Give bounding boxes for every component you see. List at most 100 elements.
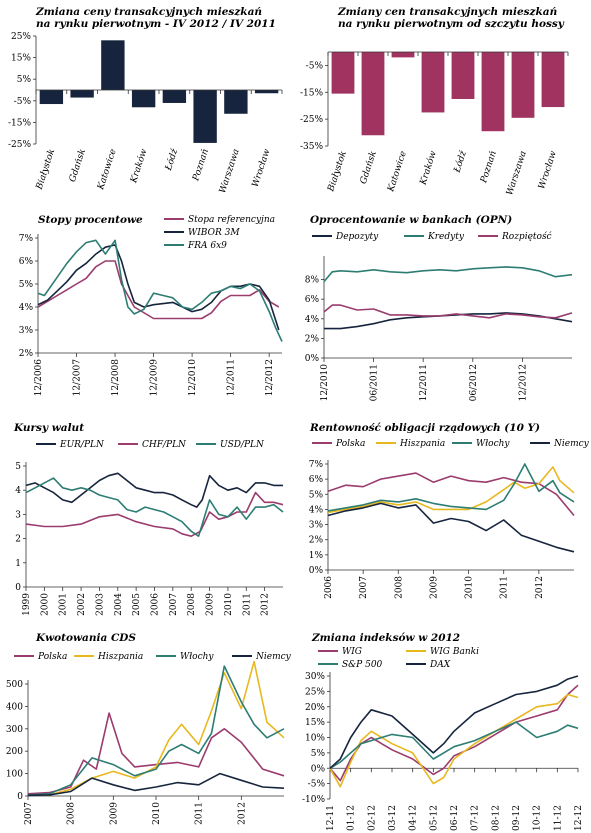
y-tick-label: 6% xyxy=(19,257,34,267)
x-tick-label: 12/2011 xyxy=(419,364,429,401)
x-tick-label: 10-12 xyxy=(533,805,543,831)
legend-label: CHF/PLN xyxy=(142,440,187,450)
line-chart-interest-rates: 2% 3% 4% 5% 6% 7% 12/2006 12/2007 12/2008 12/2009… xyxy=(19,215,283,397)
x-tick-label: Gdańsk xyxy=(358,150,379,186)
y-tick-label: 10% xyxy=(305,734,325,744)
x-tick-label: 11-12 xyxy=(553,805,563,831)
series-line xyxy=(327,466,575,514)
chart-title: Zmiana ceny transakcyjnych mieszkań na r… xyxy=(36,6,276,30)
x-tick-label: 2009 xyxy=(109,802,119,825)
y-tick-label: 15% xyxy=(11,54,31,64)
x-tick-label: 09-12 xyxy=(512,805,522,831)
x-tick-label: 2008 xyxy=(394,576,404,599)
bar xyxy=(481,52,505,132)
line-chart-fx: 0 1 2 3 4 5 1999 2000 2001 2002 2003 2004 2005 2006 20… xyxy=(15,440,284,616)
x-tick-label: 12-11 xyxy=(326,805,336,831)
series-line xyxy=(327,502,575,553)
series-line xyxy=(37,239,283,342)
y-tick-label: 6% xyxy=(309,475,324,485)
y-tick-label: -5% xyxy=(308,780,326,790)
x-tick-label: 12/2012 xyxy=(518,364,528,401)
y-tick-label: 25% xyxy=(11,32,31,42)
legend-label: Depozyty xyxy=(335,232,379,242)
y-tick-label: 15% xyxy=(305,718,325,728)
series-line xyxy=(27,772,285,797)
series-line xyxy=(323,266,573,283)
x-tick-label: 12/2006 xyxy=(34,359,44,397)
x-tick-label: 2012 xyxy=(237,802,247,825)
series-line xyxy=(37,260,280,320)
y-tick-label: 5% xyxy=(17,75,32,85)
x-tick-label: 2003 xyxy=(95,593,105,616)
bar xyxy=(131,90,156,108)
legend-label: Stopa referencyjna xyxy=(188,215,275,225)
x-tick-label: Białystok xyxy=(326,150,349,194)
bar xyxy=(39,90,64,105)
y-tick-label: 3% xyxy=(19,326,34,336)
y-tick-label: -5% xyxy=(14,97,32,107)
x-tick-label: Wrocław xyxy=(537,150,559,191)
y-tick-label: 6% xyxy=(305,295,320,305)
legend-label: Hiszpania xyxy=(97,652,143,662)
y-tick-label: 4 xyxy=(15,486,21,496)
x-tick-label: 04-12 xyxy=(409,805,419,831)
bar xyxy=(451,52,475,99)
chart-panel-price-change: Zmiana ceny transakcyjnych mieszkań na r… xyxy=(0,0,296,208)
legend-label: FRA 6x9 xyxy=(187,241,227,251)
x-tick-label: Warszawa xyxy=(218,148,242,195)
x-tick-label: 2006 xyxy=(151,593,161,616)
y-tick-label: 0% xyxy=(311,764,326,774)
bar xyxy=(511,52,535,118)
line-chart-bank-rates: 0% 2% 4% 6% 8% 12/2010 06/2011 12/2011 06/2012 12… xyxy=(305,231,573,401)
y-tick-label: -15% xyxy=(300,88,323,98)
y-tick-label: -25% xyxy=(8,140,31,150)
x-tick-label: Warszawa xyxy=(505,150,529,197)
y-tick-label: -10% xyxy=(302,795,325,805)
x-tick-label: 2010 xyxy=(465,576,475,599)
y-tick-label: 400 xyxy=(6,702,23,712)
series-line xyxy=(37,244,280,331)
x-tick-label: Kraków xyxy=(417,149,439,187)
x-tick-label: 2006 xyxy=(324,576,334,599)
series-line xyxy=(329,684,579,782)
y-tick-label: 20% xyxy=(305,703,325,713)
series-line xyxy=(25,491,284,537)
legend-label: Niemcy xyxy=(255,652,292,662)
x-tick-label: 01-12 xyxy=(347,805,357,831)
y-tick-label: 4% xyxy=(305,315,320,325)
legend-label: S&P 500 xyxy=(342,660,383,670)
x-tick-label: Białystok xyxy=(34,148,57,192)
x-tick-label: 02-12 xyxy=(367,805,377,831)
y-tick-label: 1 xyxy=(15,559,21,569)
y-tick-label: -5% xyxy=(306,61,324,71)
legend-label: WIG xyxy=(342,647,362,657)
series-line xyxy=(27,712,285,795)
bar xyxy=(331,52,355,94)
chart-title: Zmiana indeksów w 2012 xyxy=(312,632,461,644)
x-tick-label: Wrocław xyxy=(251,148,273,189)
chart-panel-interest-rates: Stopy procentowe 2% 3% 4% 5% 6% 7% 12/2006 12/2… xyxy=(0,208,296,416)
x-tick-label: 2011 xyxy=(500,576,510,599)
series-line xyxy=(25,477,284,537)
y-tick-label: 0 xyxy=(15,583,21,593)
legend-label: Włochy xyxy=(476,439,510,449)
x-tick-label: Poznań xyxy=(190,147,211,183)
x-tick-label: 12/2007 xyxy=(73,359,83,397)
x-tick-label: 12-12 xyxy=(574,805,584,831)
x-tick-label: 2008 xyxy=(67,802,77,825)
series-line xyxy=(329,675,579,769)
x-tick-label: 2004 xyxy=(114,593,124,616)
y-tick-label: 1% xyxy=(309,551,324,561)
y-tick-label: 5% xyxy=(311,749,326,759)
series-line xyxy=(327,472,575,517)
y-tick-label: 0% xyxy=(305,354,320,364)
bar xyxy=(254,90,279,94)
y-tick-label: -35% xyxy=(300,142,323,152)
x-tick-label: 2008 xyxy=(187,593,197,616)
x-tick-label: 12/2008 xyxy=(111,359,121,397)
series-line xyxy=(327,463,575,512)
x-tick-label: 07-12 xyxy=(471,805,481,831)
legend-label: Polska xyxy=(37,652,67,662)
x-tick-label: 2007 xyxy=(24,802,34,825)
y-tick-label: 300 xyxy=(6,725,23,735)
